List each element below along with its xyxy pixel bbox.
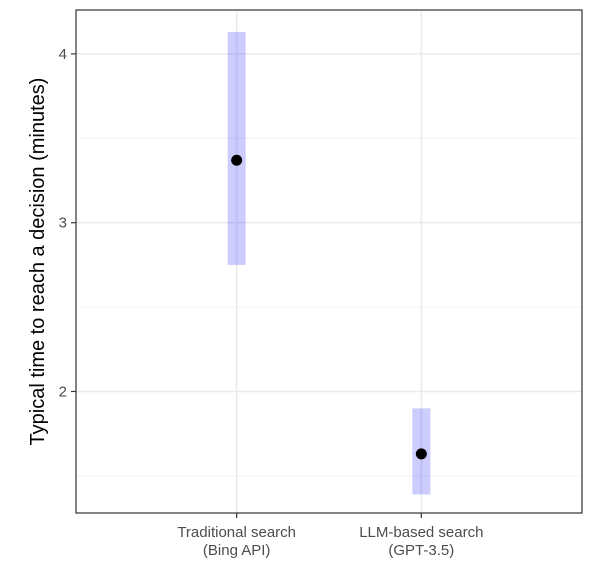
estimate-point	[415, 448, 427, 460]
axis-ticks-layer	[71, 53, 422, 518]
estimate-point	[231, 154, 243, 166]
y-tick-labels: 2 3 4	[59, 46, 67, 401]
x-tick-label-line1: Traditional search	[177, 524, 296, 541]
x-tick-labels: Traditional search(Bing API) LLM-based se…	[177, 524, 483, 559]
x-tick-label-line2: (Bing API)	[203, 542, 271, 559]
y-tick-label: 3	[59, 215, 67, 232]
y-tick-label: 4	[59, 46, 67, 63]
y-axis-title: Typical time to reach a decision (minute…	[27, 78, 49, 446]
confidence-interval-bar	[227, 31, 246, 265]
interval-layer	[227, 31, 431, 495]
grid-layer	[76, 10, 582, 513]
point-layer	[231, 154, 427, 460]
panel-border	[75, 9, 583, 514]
x-tick-label-line2: (GPT-3.5)	[388, 542, 454, 559]
y-tick-label: 2	[59, 383, 67, 400]
x-tick-label-line1: LLM-based search	[359, 524, 483, 541]
